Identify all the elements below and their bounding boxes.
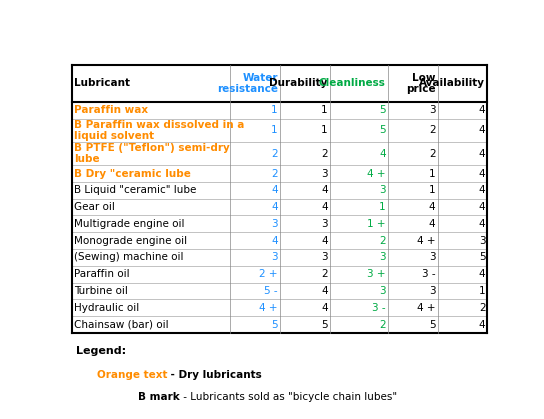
Text: 4: 4 xyxy=(479,202,485,212)
Text: 3: 3 xyxy=(429,252,436,262)
Text: 4: 4 xyxy=(479,125,485,135)
Text: 3 -: 3 - xyxy=(372,303,386,313)
Text: B PTFE ("Teflon") semi-dry
lube: B PTFE ("Teflon") semi-dry lube xyxy=(75,143,230,164)
Text: 1 +: 1 + xyxy=(367,219,386,229)
Text: 2: 2 xyxy=(429,148,436,158)
Text: 4: 4 xyxy=(321,303,327,313)
Text: Low
price: Low price xyxy=(406,72,436,94)
Text: 1: 1 xyxy=(271,105,278,115)
Text: 4: 4 xyxy=(271,185,278,195)
Text: 1: 1 xyxy=(379,202,386,212)
Text: 4: 4 xyxy=(479,185,485,195)
Text: 3: 3 xyxy=(429,105,436,115)
Text: 1: 1 xyxy=(429,168,436,178)
Text: 3: 3 xyxy=(321,168,327,178)
Text: Hydraulic oil: Hydraulic oil xyxy=(75,303,140,313)
Text: 2: 2 xyxy=(429,125,436,135)
Text: 4 +: 4 + xyxy=(417,303,436,313)
Text: Turbine oil: Turbine oil xyxy=(75,286,128,296)
Text: 4: 4 xyxy=(321,286,327,296)
Text: 5: 5 xyxy=(479,252,485,262)
Text: Multigrade engine oil: Multigrade engine oil xyxy=(75,219,185,229)
Text: 2: 2 xyxy=(321,269,327,279)
Text: 5: 5 xyxy=(379,105,386,115)
Text: 2: 2 xyxy=(379,320,386,329)
Text: Availability: Availability xyxy=(419,78,485,88)
Text: B Dry "ceramic lube: B Dry "ceramic lube xyxy=(75,168,191,178)
Text: 4: 4 xyxy=(321,235,327,246)
Text: 4 +: 4 + xyxy=(367,168,386,178)
Text: 4: 4 xyxy=(479,105,485,115)
Text: Paraffin wax: Paraffin wax xyxy=(75,105,149,115)
Text: 4: 4 xyxy=(479,320,485,329)
Text: 4: 4 xyxy=(271,202,278,212)
Text: 4: 4 xyxy=(429,202,436,212)
Text: 3: 3 xyxy=(271,219,278,229)
Text: B Liquid "ceramic" lube: B Liquid "ceramic" lube xyxy=(75,185,197,195)
Text: 5: 5 xyxy=(271,320,278,329)
Text: Lubricant: Lubricant xyxy=(75,78,131,88)
Text: B Paraffin wax dissolved in a
liquid solvent: B Paraffin wax dissolved in a liquid sol… xyxy=(75,120,245,141)
Text: 3: 3 xyxy=(479,235,485,246)
Text: Paraffin oil: Paraffin oil xyxy=(75,269,130,279)
Text: 5: 5 xyxy=(321,320,327,329)
Text: Cleanliness: Cleanliness xyxy=(319,78,386,88)
Text: Orange text: Orange text xyxy=(97,370,167,380)
Text: Durability: Durability xyxy=(269,78,327,88)
Text: 4: 4 xyxy=(479,269,485,279)
Text: 2: 2 xyxy=(271,148,278,158)
Text: 1: 1 xyxy=(321,105,327,115)
Text: 3: 3 xyxy=(379,252,386,262)
Text: 3 +: 3 + xyxy=(367,269,386,279)
Text: Legend:: Legend: xyxy=(76,346,127,356)
Text: 3: 3 xyxy=(321,219,327,229)
Text: Chainsaw (bar) oil: Chainsaw (bar) oil xyxy=(75,320,169,329)
Text: 4: 4 xyxy=(321,202,327,212)
Text: 3: 3 xyxy=(379,185,386,195)
Text: 3: 3 xyxy=(379,286,386,296)
Text: 5: 5 xyxy=(429,320,436,329)
Text: 2 +: 2 + xyxy=(259,269,278,279)
Text: - Dry lubricants: - Dry lubricants xyxy=(167,370,262,380)
Text: 4: 4 xyxy=(271,235,278,246)
Text: 4 +: 4 + xyxy=(417,235,436,246)
Text: 4: 4 xyxy=(479,168,485,178)
Text: 2: 2 xyxy=(321,148,327,158)
Text: 5: 5 xyxy=(379,125,386,135)
Text: - Lubricants sold as "bicycle chain lubes": - Lubricants sold as "bicycle chain lube… xyxy=(180,393,397,402)
Text: B mark: B mark xyxy=(138,393,180,402)
Text: 4: 4 xyxy=(379,148,386,158)
Text: Gear oil: Gear oil xyxy=(75,202,115,212)
Text: 4: 4 xyxy=(479,148,485,158)
Text: (Sewing) machine oil: (Sewing) machine oil xyxy=(75,252,184,262)
Text: 2: 2 xyxy=(271,168,278,178)
Text: Monograde engine oil: Monograde engine oil xyxy=(75,235,188,246)
Text: 1: 1 xyxy=(479,286,485,296)
Text: 4: 4 xyxy=(321,185,327,195)
Text: 5 -: 5 - xyxy=(264,286,278,296)
Text: 3 -: 3 - xyxy=(422,269,436,279)
Text: 4 +: 4 + xyxy=(259,303,278,313)
Text: 1: 1 xyxy=(321,125,327,135)
Text: 4: 4 xyxy=(429,219,436,229)
Text: 3: 3 xyxy=(271,252,278,262)
Text: Water
resistance: Water resistance xyxy=(217,72,278,94)
Text: 3: 3 xyxy=(321,252,327,262)
Text: 1: 1 xyxy=(271,125,278,135)
Text: 2: 2 xyxy=(479,303,485,313)
Text: 4: 4 xyxy=(479,219,485,229)
Text: 3: 3 xyxy=(429,286,436,296)
Text: 1: 1 xyxy=(429,185,436,195)
Text: 2: 2 xyxy=(379,235,386,246)
